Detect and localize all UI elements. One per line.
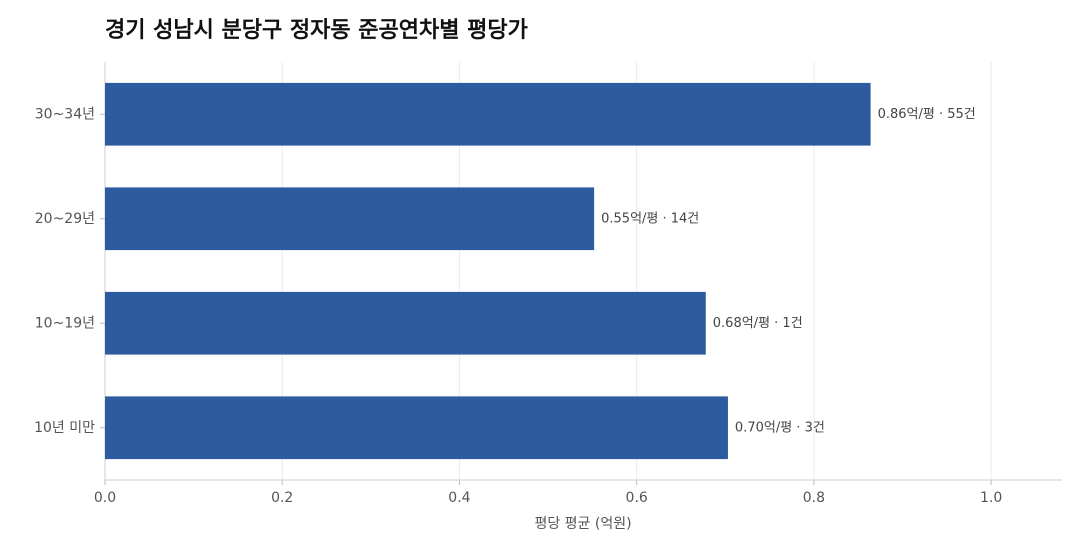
y-tick-label: 30~34년 bbox=[35, 106, 95, 122]
value-label: 0.86억/평 · 55건 bbox=[878, 107, 976, 122]
bar bbox=[105, 396, 728, 460]
x-tick-label: 0.8 bbox=[803, 490, 825, 506]
x-axis-label: 평당 평균 (억원) bbox=[534, 516, 631, 532]
chart-title: 경기 성남시 분당구 정자동 준공연차별 평당가 bbox=[105, 18, 528, 43]
x-tick-label: 0.0 bbox=[94, 490, 116, 506]
value-label: 0.55억/평 · 14건 bbox=[601, 211, 699, 226]
x-tick-label: 0.4 bbox=[448, 490, 470, 506]
bar bbox=[105, 187, 595, 251]
value-label: 0.68억/평 · 1건 bbox=[713, 316, 803, 331]
x-tick-label: 1.0 bbox=[980, 490, 1002, 506]
x-tick-label: 0.2 bbox=[271, 490, 293, 506]
bar bbox=[105, 291, 706, 355]
y-tick-label: 10년 미만 bbox=[34, 420, 95, 436]
x-tick-label: 0.6 bbox=[626, 490, 648, 506]
y-tick-label: 10~19년 bbox=[35, 315, 95, 331]
bar bbox=[105, 82, 871, 146]
y-tick-label: 20~29년 bbox=[35, 211, 95, 227]
value-label: 0.70억/평 · 3건 bbox=[735, 420, 825, 435]
